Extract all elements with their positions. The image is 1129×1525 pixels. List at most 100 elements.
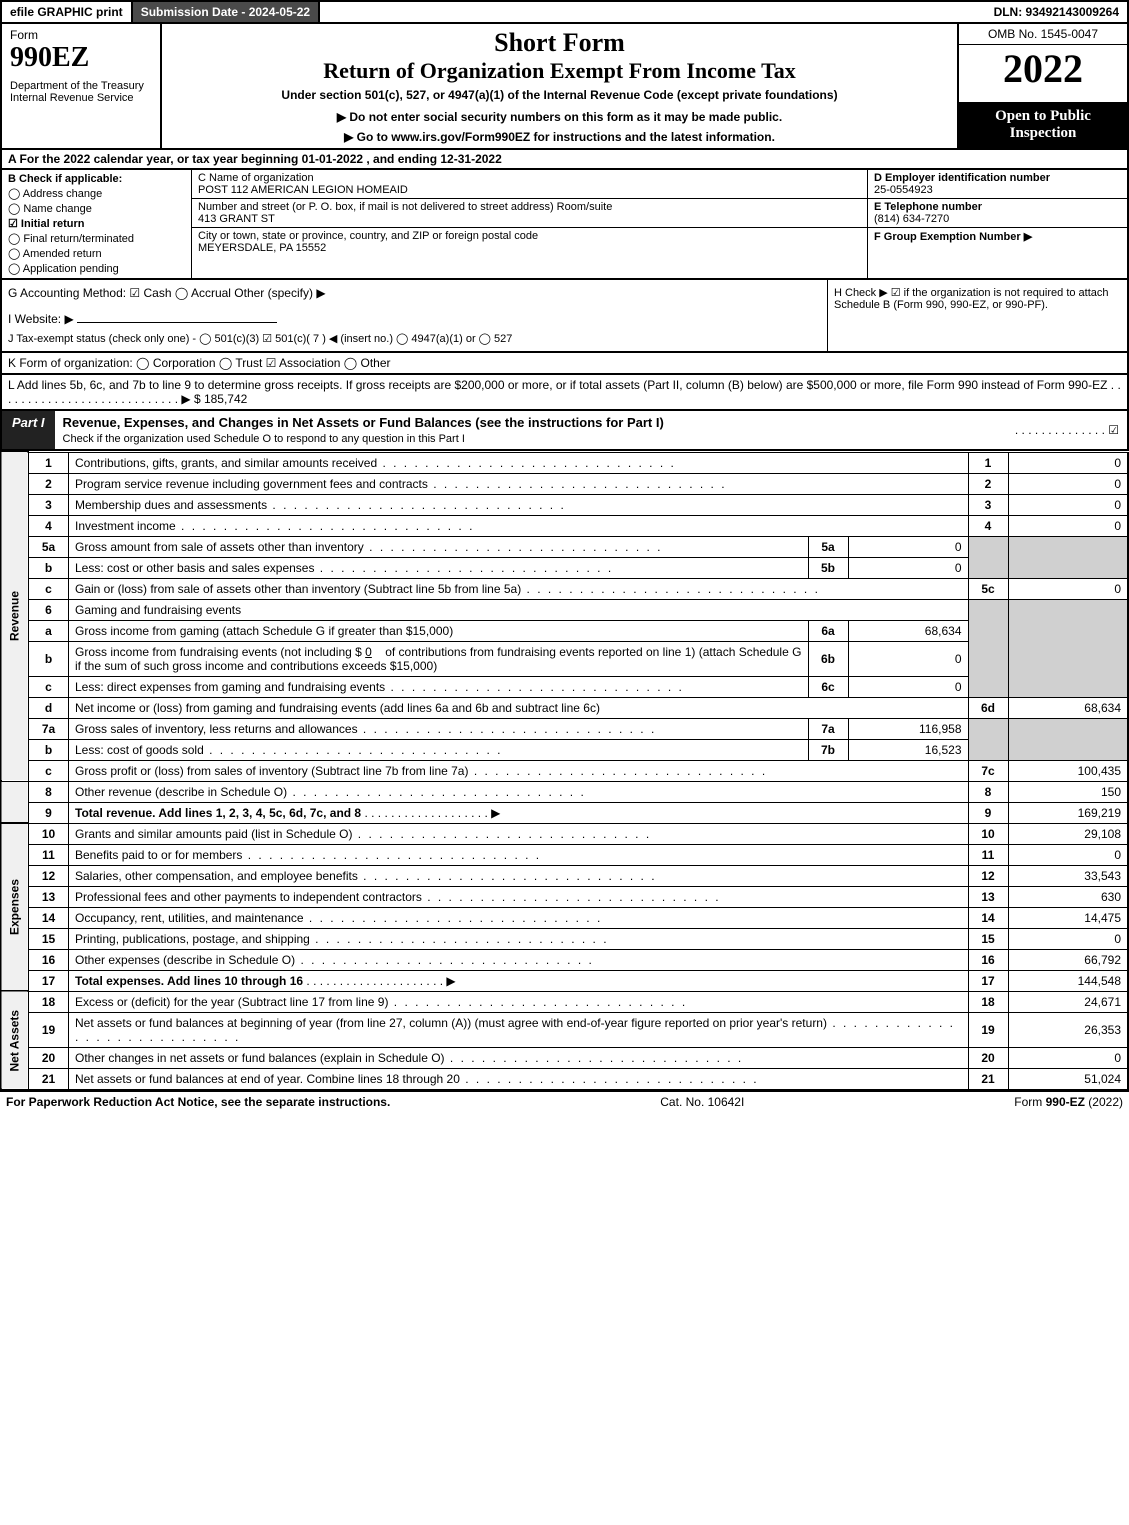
topbar-spacer xyxy=(320,2,985,22)
num-6d: 6d xyxy=(968,697,1008,718)
c-street-hdr: Number and street (or P. O. box, if mail… xyxy=(198,201,861,213)
num-4: 4 xyxy=(968,515,1008,536)
part1-tab: Part I xyxy=(2,411,55,449)
cb-address-change-label: Address change xyxy=(23,188,103,200)
omb-number: OMB No. 1545-0047 xyxy=(959,24,1127,45)
cb-name-change[interactable]: ◯ Name change xyxy=(8,202,185,215)
num-1: 1 xyxy=(968,452,1008,473)
j-tax-exempt: J Tax-exempt status (check only one) - ◯… xyxy=(8,332,821,345)
val-16: 66,792 xyxy=(1008,949,1128,970)
shade-6v xyxy=(1008,599,1128,697)
val-3: 0 xyxy=(1008,494,1128,515)
sub-5b: 5b xyxy=(808,557,848,578)
efile-label[interactable]: efile GRAPHIC print xyxy=(2,2,133,22)
ln-6c: c xyxy=(29,676,69,697)
ln-14: 14 xyxy=(29,907,69,928)
cb-final-return[interactable]: ◯ Final return/terminated xyxy=(8,232,185,245)
ln-5a: 5a xyxy=(29,536,69,557)
num-17: 17 xyxy=(968,970,1008,991)
num-7c: 7c xyxy=(968,760,1008,781)
footer-right: Form 990-EZ (2022) xyxy=(1014,1095,1123,1109)
donot-enter: ▶ Do not enter social security numbers o… xyxy=(170,110,949,124)
cb-application-pending[interactable]: ◯ Application pending xyxy=(8,262,185,275)
part1-table: Revenue 1 Contributions, gifts, grants, … xyxy=(0,451,1129,1091)
num-19: 19 xyxy=(968,1012,1008,1047)
k-form-org: K Form of organization: ◯ Corporation ◯ … xyxy=(0,353,1129,375)
val-9: 169,219 xyxy=(1008,802,1128,823)
num-3: 3 xyxy=(968,494,1008,515)
desc-7c: Gross profit or (loss) from sales of inv… xyxy=(69,760,969,781)
ln-21: 21 xyxy=(29,1068,69,1090)
desc-17-text: Total expenses. Add lines 10 through 16 xyxy=(75,974,303,988)
col-c-org-info: C Name of organization POST 112 AMERICAN… xyxy=(192,170,867,278)
h-schedule-b: H Check ▶ ☑ if the organization is not r… xyxy=(827,280,1127,351)
desc-6c: Less: direct expenses from gaming and fu… xyxy=(69,676,809,697)
val-12: 33,543 xyxy=(1008,865,1128,886)
part1-title: Revenue, Expenses, and Changes in Net As… xyxy=(55,411,1015,449)
cb-initial-return[interactable]: ☑ Initial return xyxy=(8,217,185,230)
val-20: 0 xyxy=(1008,1047,1128,1068)
num-12: 12 xyxy=(968,865,1008,886)
num-18: 18 xyxy=(968,991,1008,1012)
desc-5a: Gross amount from sale of assets other t… xyxy=(69,536,809,557)
desc-9: Total revenue. Add lines 1, 2, 3, 4, 5c,… xyxy=(69,802,969,823)
sidebar-revenue: Revenue xyxy=(1,452,29,781)
d-ein-val: 25-0554923 xyxy=(874,184,1121,196)
l-text: L Add lines 5b, 6c, and 7b to line 9 to … xyxy=(8,378,1107,392)
desc-6: Gaming and fundraising events xyxy=(69,599,969,620)
c-city-row: City or town, state or province, country… xyxy=(192,228,867,256)
website-underline[interactable] xyxy=(77,322,277,323)
ln-5b: b xyxy=(29,557,69,578)
num-9: 9 xyxy=(968,802,1008,823)
part1-checkbox[interactable]: . . . . . . . . . . . . . . ☑ xyxy=(1015,411,1127,449)
header-left: Form 990EZ Department of the Treasury In… xyxy=(2,24,162,148)
header-mid: Short Form Return of Organization Exempt… xyxy=(162,24,957,148)
ln-19: 19 xyxy=(29,1012,69,1047)
desc-13: Professional fees and other payments to … xyxy=(69,886,969,907)
shade-7 xyxy=(968,718,1008,760)
ln-13: 13 xyxy=(29,886,69,907)
e-tel-val: (814) 634-7270 xyxy=(874,213,1121,225)
shade-6 xyxy=(968,599,1008,697)
val-1: 0 xyxy=(1008,452,1128,473)
ln-6d: d xyxy=(29,697,69,718)
ln-7a: 7a xyxy=(29,718,69,739)
desc-10: Grants and similar amounts paid (list in… xyxy=(69,823,969,844)
i-website: I Website: ▶ xyxy=(8,312,821,326)
cb-final-return-label: Final return/terminated xyxy=(23,233,134,245)
desc-9-text: Total revenue. Add lines 1, 2, 3, 4, 5c,… xyxy=(75,806,361,820)
f-group-exemption: F Group Exemption Number ▶ xyxy=(868,228,1127,245)
department: Department of the Treasury Internal Reve… xyxy=(10,80,152,104)
ln-6a: a xyxy=(29,620,69,641)
block-bcdef: B Check if applicable: ◯ Address change … xyxy=(0,170,1129,280)
subval-7a: 116,958 xyxy=(848,718,968,739)
goto-link[interactable]: ▶ Go to www.irs.gov/Form990EZ for instru… xyxy=(170,130,949,144)
subval-5a: 0 xyxy=(848,536,968,557)
desc-20: Other changes in net assets or fund bala… xyxy=(69,1047,969,1068)
num-11: 11 xyxy=(968,844,1008,865)
desc-17: Total expenses. Add lines 10 through 16 … xyxy=(69,970,969,991)
page-footer: For Paperwork Reduction Act Notice, see … xyxy=(0,1091,1129,1112)
short-form-title: Short Form xyxy=(170,28,949,58)
num-8: 8 xyxy=(968,781,1008,802)
desc-4: Investment income xyxy=(69,515,969,536)
topbar: efile GRAPHIC print Submission Date - 20… xyxy=(0,0,1129,24)
val-4: 0 xyxy=(1008,515,1128,536)
num-5c: 5c xyxy=(968,578,1008,599)
b-header: B Check if applicable: xyxy=(8,173,185,185)
desc-8: Other revenue (describe in Schedule O) xyxy=(69,781,969,802)
l-amount: ▶ $ 185,742 xyxy=(181,392,247,406)
num-20: 20 xyxy=(968,1047,1008,1068)
cb-amended-return[interactable]: ◯ Amended return xyxy=(8,247,185,260)
val-18: 24,671 xyxy=(1008,991,1128,1012)
ln-2: 2 xyxy=(29,473,69,494)
ln-4: 4 xyxy=(29,515,69,536)
sidebar-expenses: Expenses xyxy=(1,823,29,991)
val-5c: 0 xyxy=(1008,578,1128,599)
g-accounting-text: G Accounting Method: ☑ Cash ◯ Accrual Ot… xyxy=(8,286,821,300)
d-ein: D Employer identification number 25-0554… xyxy=(868,170,1127,199)
desc-6b: Gross income from fundraising events (no… xyxy=(69,641,809,676)
sub-7b: 7b xyxy=(808,739,848,760)
shade-7v xyxy=(1008,718,1128,760)
cb-address-change[interactable]: ◯ Address change xyxy=(8,187,185,200)
